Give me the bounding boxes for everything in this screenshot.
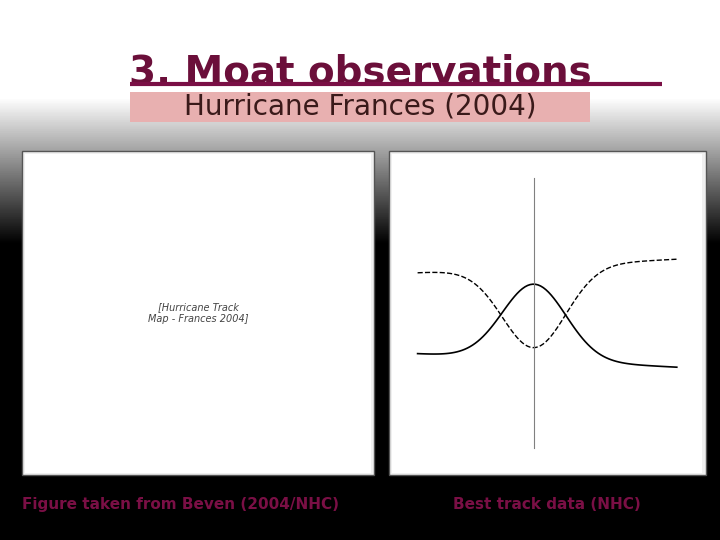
Text: [Hurricane Track
Map - Frances 2004]: [Hurricane Track Map - Frances 2004] xyxy=(148,302,248,324)
Text: Hurricane Frances (2004): Hurricane Frances (2004) xyxy=(184,92,536,120)
Text: Figure taken from Beven (2004/NHC): Figure taken from Beven (2004/NHC) xyxy=(22,497,338,512)
Text: Best track data (NHC): Best track data (NHC) xyxy=(454,497,641,512)
Text: 3. Moat observations: 3. Moat observations xyxy=(129,54,591,92)
FancyBboxPatch shape xyxy=(130,92,590,122)
FancyBboxPatch shape xyxy=(25,154,371,472)
FancyBboxPatch shape xyxy=(392,154,702,472)
FancyBboxPatch shape xyxy=(22,151,374,475)
FancyBboxPatch shape xyxy=(389,151,706,475)
